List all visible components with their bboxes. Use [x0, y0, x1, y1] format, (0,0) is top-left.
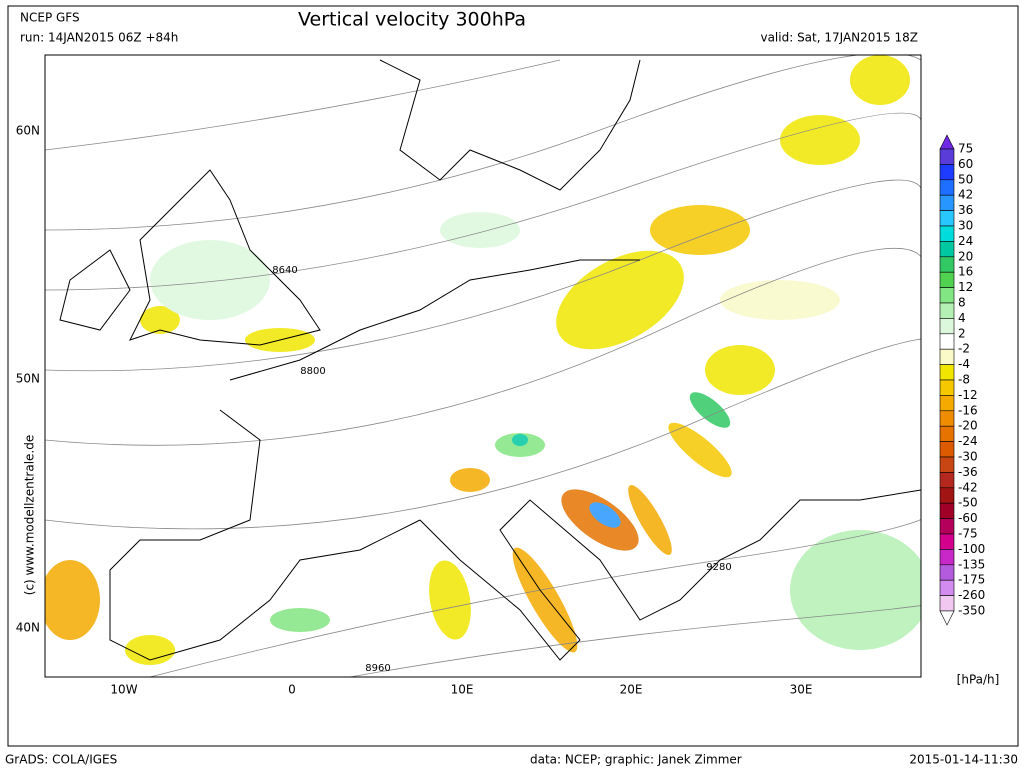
contour-label: 8800: [300, 366, 325, 377]
contour-label: 8640: [272, 265, 297, 276]
colorbar-label: 16: [958, 265, 973, 279]
valid: valid: Sat, 17JAN2015 18Z: [760, 31, 918, 45]
colorbar-swatch: [939, 318, 955, 335]
colorbar-swatch: [939, 364, 955, 381]
colorbar-swatch: [939, 287, 955, 304]
colorbar-label: -260: [958, 588, 985, 602]
footer-credit: data: NCEP; graphic: Janek Zimmer: [530, 753, 742, 767]
lon-label: 20E: [620, 683, 643, 697]
colorbar-label: -12: [958, 388, 978, 402]
colorbar-label: -50: [958, 496, 978, 510]
colorbar-label: 50: [958, 172, 973, 186]
colorbar-label: -60: [958, 511, 978, 525]
colorbar-swatch: [939, 271, 955, 288]
lon-label: 10W: [110, 683, 137, 697]
colorbar-label: -36: [958, 465, 978, 479]
colorbar-label: -100: [958, 542, 985, 556]
unit: [hPa/h]: [957, 673, 1000, 687]
colorbar-swatch: [939, 256, 955, 273]
colorbar-swatch: [939, 595, 955, 612]
colorbar-label: 30: [958, 219, 973, 233]
contours: [45, 55, 921, 677]
run: run: 14JAN2015 06Z +84h: [20, 31, 178, 45]
colorbar-label: 20: [958, 249, 973, 263]
colorbar-swatch: [939, 194, 955, 211]
lon-label: 30E: [790, 683, 813, 697]
footer-software: GrADS: COLA/IGES: [5, 753, 117, 767]
colorbar-label: 60: [958, 157, 973, 171]
contour-label: 8960: [365, 663, 390, 674]
colorbar-swatch: [939, 456, 955, 473]
colorbar-label: 2: [958, 326, 966, 340]
colorbar-label: 4: [958, 311, 966, 325]
colorbar-swatch: [939, 210, 955, 227]
colorbar-swatch: [939, 425, 955, 442]
outer-frame: [7, 5, 1019, 747]
colorbar-swatch: [939, 533, 955, 550]
colorbar-label: -20: [958, 419, 978, 433]
colorbar-swatch: [939, 410, 955, 427]
colorbar-label: -30: [958, 450, 978, 464]
colorbar-swatch: [939, 164, 955, 181]
coastlines: [59, 59, 921, 661]
colorbar-label: -2: [958, 342, 970, 356]
lat-label: 50N: [16, 372, 40, 386]
colorbar-swatch: [939, 302, 955, 319]
colorbar-swatch: [939, 549, 955, 566]
lon-label: 0: [288, 683, 296, 697]
colorbar-label: -4: [958, 357, 970, 371]
colorbar-label: 42: [958, 188, 973, 202]
colorbar-label: 24: [958, 234, 973, 248]
colorbar-label: -42: [958, 480, 978, 494]
lon-label: 10E: [451, 683, 474, 697]
colorbar-swatch: [939, 441, 955, 458]
colorbar-label: 12: [958, 280, 973, 294]
colorbar: 75605042363024201612842-2-4-8-12-16-20-2…: [939, 134, 985, 626]
colorbar-swatch: [939, 564, 955, 581]
colorbar-swatch: [939, 333, 955, 350]
colorbar-swatch: [939, 379, 955, 396]
colorbar-label: -135: [958, 557, 985, 571]
title: Vertical velocity 300hPa: [298, 9, 526, 31]
colorbar-swatch: [939, 518, 955, 535]
colorbar-label: 75: [958, 142, 973, 156]
colorbar-triangle: [939, 610, 955, 626]
colorbar-label: -8: [958, 373, 970, 387]
colorbar-label: -350: [958, 604, 985, 618]
map-field: [45, 55, 921, 677]
colorbar-label: -16: [958, 403, 978, 417]
colorbar-triangle: [939, 134, 955, 150]
colorbar-label: 36: [958, 203, 973, 217]
colorbar-label: -75: [958, 527, 978, 541]
side-credit: (c) www.modellzentrale.de: [23, 435, 37, 595]
colorbar-swatch: [939, 472, 955, 489]
model: NCEP GFS: [20, 11, 80, 25]
colorbar-swatch: [939, 179, 955, 196]
colorbar-swatch: [939, 487, 955, 504]
lat-label: 40N: [16, 621, 40, 635]
colorbar-label: -175: [958, 573, 985, 587]
contour-label: 9280: [706, 562, 731, 573]
colorbar-label: -24: [958, 434, 978, 448]
colorbar-swatch: [939, 241, 955, 258]
colorbar-label: 8: [958, 296, 966, 310]
colorbar-swatch: [939, 502, 955, 519]
colorbar-swatch: [939, 395, 955, 412]
colorbar-swatch: [939, 225, 955, 242]
map-frame: [44, 54, 922, 678]
footer-timestamp: 2015-01-14-11:30: [909, 753, 1018, 767]
lat-label: 60N: [16, 124, 40, 138]
colorbar-swatch: [939, 579, 955, 596]
colorbar-swatch: [939, 348, 955, 365]
colorbar-swatch: [939, 148, 955, 165]
